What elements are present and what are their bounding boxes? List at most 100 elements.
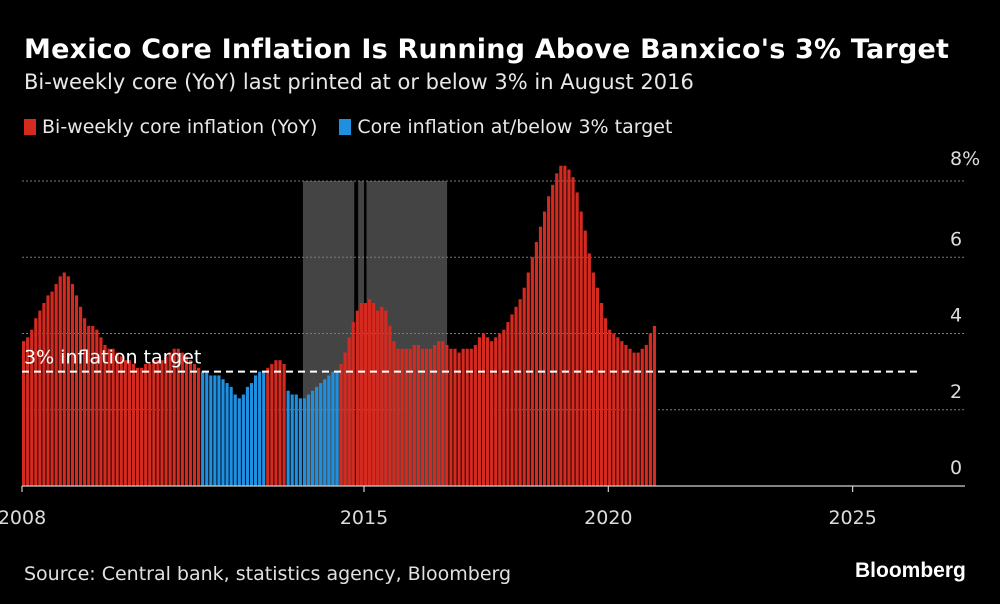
legend-label-below: Core inflation at/below 3% target	[357, 116, 673, 138]
bar-66	[290, 394, 294, 486]
bar-41	[188, 360, 193, 486]
bar-139	[587, 253, 591, 486]
bar-97	[416, 344, 420, 486]
bar-131	[555, 173, 559, 486]
bar-32	[152, 360, 156, 486]
bar-132	[559, 165, 563, 486]
bar-146	[616, 337, 620, 486]
bar-57	[253, 375, 258, 486]
bar-44	[201, 371, 205, 486]
bar-110	[469, 348, 473, 486]
bar-122	[518, 299, 522, 486]
bar-152	[640, 348, 644, 486]
bar-27	[131, 364, 136, 486]
bar-7	[50, 291, 54, 486]
y-tick-label-2: 2	[950, 381, 962, 403]
bar-80	[347, 337, 351, 486]
bar-84	[363, 303, 368, 486]
bar-6	[46, 295, 50, 486]
bar-65	[286, 390, 290, 486]
bar-40	[184, 356, 188, 486]
bar-31	[148, 364, 152, 486]
bar-136	[575, 192, 579, 486]
bar-21	[107, 348, 111, 486]
bar-74	[323, 379, 327, 486]
bar-28	[135, 367, 140, 486]
bar-72	[315, 386, 319, 486]
bar-13	[74, 295, 79, 486]
bar-39	[180, 352, 184, 486]
bar-121	[514, 306, 518, 486]
bar-100	[429, 348, 433, 486]
bar-138	[583, 230, 587, 486]
bar-114	[485, 337, 490, 486]
bar-87	[376, 310, 380, 486]
chart-subtitle: Bi-weekly core (YoY) last printed at or …	[24, 70, 694, 94]
bar-15	[83, 318, 87, 486]
bar-1	[26, 337, 30, 486]
bar-123	[522, 287, 526, 486]
bar-144	[608, 329, 612, 486]
bar-48	[217, 375, 221, 486]
bar-103	[441, 341, 445, 486]
bar-4	[38, 310, 42, 486]
bar-14	[78, 306, 83, 486]
bar-133	[563, 165, 567, 486]
bar-150	[632, 352, 636, 486]
bar-24	[119, 356, 123, 486]
bar-67	[294, 394, 298, 486]
bar-68	[298, 398, 302, 486]
bar-105	[449, 348, 453, 486]
bar-0	[22, 341, 26, 486]
bar-2	[30, 329, 34, 486]
bar-129	[547, 196, 551, 486]
source-note: Source: Central bank, statistics agency,…	[24, 563, 512, 585]
bar-86	[372, 303, 376, 486]
bar-127	[538, 226, 543, 486]
bar-92	[396, 348, 400, 486]
bar-34	[160, 360, 164, 486]
bar-119	[506, 322, 510, 486]
bar-148	[624, 344, 628, 486]
bar-91	[392, 341, 396, 486]
target-label: 3% inflation target	[24, 347, 201, 369]
x-tick-label-2008: 2008	[0, 507, 46, 529]
bar-47	[213, 375, 217, 486]
bar-63	[278, 360, 282, 486]
bar-142	[599, 303, 604, 486]
bar-25	[123, 360, 127, 486]
bar-43	[197, 367, 201, 486]
bar-135	[571, 177, 575, 486]
bar-59	[262, 371, 266, 486]
bar-19	[99, 337, 103, 486]
bar-42	[192, 364, 197, 486]
bar-141	[595, 287, 600, 486]
bar-124	[526, 272, 530, 486]
bar-95	[408, 348, 412, 486]
bar-76	[331, 371, 335, 486]
bar-55	[245, 386, 250, 486]
bar-17	[91, 325, 95, 486]
bar-90	[388, 325, 392, 486]
bar-73	[319, 383, 323, 486]
bar-46	[209, 375, 213, 486]
bar-113	[481, 333, 486, 486]
bar-33	[156, 360, 160, 486]
bar-75	[327, 375, 331, 486]
bar-54	[241, 394, 245, 486]
bar-61	[270, 364, 274, 486]
bar-11	[66, 276, 70, 486]
bar-155	[652, 325, 657, 486]
bar-26	[127, 360, 131, 486]
bar-16	[87, 325, 91, 486]
bar-96	[412, 344, 416, 486]
y-tick-label-8: 8%	[950, 148, 980, 170]
bar-53	[237, 398, 241, 486]
bar-52	[233, 394, 237, 486]
x-tick-label-2015: 2015	[340, 507, 388, 529]
bar-58	[258, 371, 262, 486]
bar-93	[400, 348, 404, 486]
bar-49	[221, 379, 225, 486]
bar-98	[420, 348, 425, 486]
